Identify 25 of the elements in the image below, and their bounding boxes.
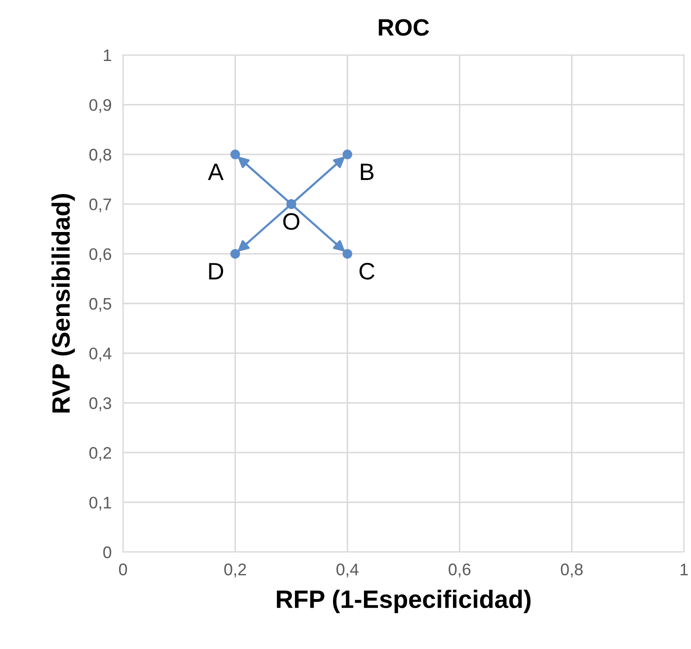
x-tick-label: 0,6 bbox=[448, 564, 470, 578]
y-tick-label: 0,2 bbox=[89, 447, 112, 461]
y-tick-label: 0,1 bbox=[89, 496, 112, 510]
y-tick-label: 0,6 bbox=[89, 248, 112, 262]
x-tick-label: 0 bbox=[119, 564, 127, 576]
x-tick-label: 0,2 bbox=[224, 564, 246, 578]
x-tick-label: 1 bbox=[680, 564, 688, 576]
y-tick-label: 0,4 bbox=[89, 348, 112, 362]
annotation: A bbox=[208, 164, 224, 180]
x-tick-label: 0,4 bbox=[336, 564, 358, 578]
chart-title: ROC bbox=[378, 19, 430, 36]
y-tick-label: 0,9 bbox=[89, 99, 112, 113]
annotation: D bbox=[209, 263, 224, 280]
annotation: B bbox=[360, 164, 374, 180]
y-tick-label: 0,7 bbox=[89, 198, 112, 212]
x-axis-title: RFP (1-Especificidad) bbox=[276, 590, 531, 614]
y-tick-label: 0 bbox=[103, 546, 112, 558]
y-tick-label: 0,5 bbox=[89, 298, 112, 312]
annotation: O bbox=[283, 213, 300, 230]
y-tick-label: 0,3 bbox=[89, 397, 112, 412]
y-tick-label: 1 bbox=[104, 50, 112, 62]
annotation: C bbox=[360, 262, 374, 280]
y-axis-title: RVP (Sensibilidad) bbox=[52, 194, 75, 413]
x-tick-label: 0,8 bbox=[560, 564, 583, 578]
y-tick-label: 0,8 bbox=[89, 148, 112, 163]
